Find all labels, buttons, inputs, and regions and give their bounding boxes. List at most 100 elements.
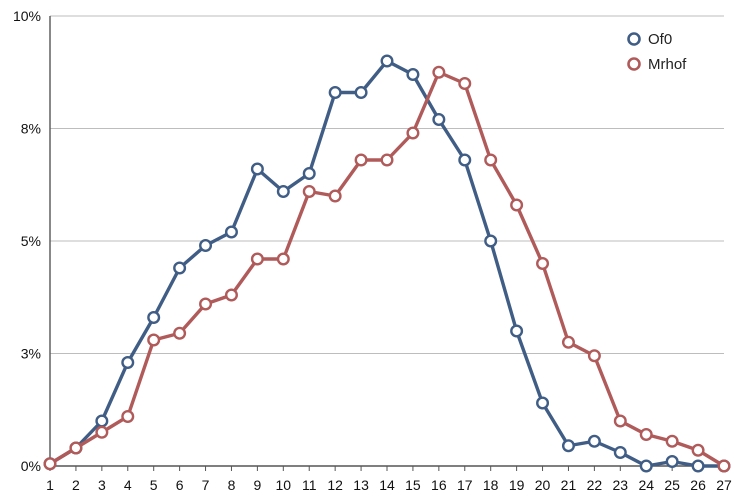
series-line-mrhof: [48, 70, 726, 468]
legend-item-mrhof: Mrhof: [627, 56, 687, 73]
data-point-of0: [484, 234, 498, 248]
data-point-mrhof: [354, 153, 368, 167]
y-tick-label: 10%: [13, 8, 41, 24]
y-tick-label: 0%: [21, 458, 41, 474]
data-point-mrhof: [587, 349, 601, 363]
legend-label-of0: Of0: [648, 31, 672, 48]
data-point-mrhof: [95, 425, 109, 439]
data-point-of0: [302, 166, 316, 180]
series-of0: [43, 54, 731, 473]
data-point-of0: [691, 459, 705, 473]
data-point-of0: [587, 434, 601, 448]
x-tick-label: 26: [690, 477, 706, 493]
x-axis-tick-labels: 1 2 3 4 5 6 7 8 9 10 11 12 13 14 15 16 17 18 19 20 21 22 23 24 2…: [46, 477, 732, 493]
y-tick-label: 8%: [21, 121, 41, 137]
legend: Of0 Mrhof: [627, 31, 687, 73]
legend-label-mrhof: Mrhof: [648, 56, 687, 73]
data-point-of0: [250, 162, 264, 176]
y-axis-tick-labels: 0% 3% 5% 8% 10%: [13, 8, 41, 474]
data-point-mrhof: [147, 333, 161, 347]
data-point-mrhof: [717, 459, 731, 473]
data-point-mrhof: [380, 153, 394, 167]
data-point-mrhof: [276, 252, 290, 266]
y-tick-label: 3%: [21, 346, 41, 362]
data-point-of0: [510, 324, 524, 338]
data-point-of0: [147, 311, 161, 325]
data-point-of0: [561, 439, 575, 453]
data-point-mrhof: [639, 428, 653, 442]
series-line-of0: [48, 59, 726, 468]
x-tick-label: 7: [202, 477, 210, 493]
data-point-of0: [121, 356, 135, 370]
data-point-mrhof: [328, 189, 342, 203]
data-point-mrhof: [224, 288, 238, 302]
x-tick-label: 17: [457, 477, 473, 493]
x-tick-label: 8: [228, 477, 236, 493]
data-point-of0: [380, 54, 394, 68]
data-point-mrhof: [561, 335, 575, 349]
data-point-of0: [458, 153, 472, 167]
x-tick-label: 13: [353, 477, 369, 493]
data-point-mrhof: [43, 457, 57, 471]
data-point-of0: [328, 85, 342, 99]
data-point-mrhof: [250, 252, 264, 266]
data-point-mrhof: [69, 441, 83, 455]
data-point-mrhof: [613, 414, 627, 428]
gridlines: [50, 15, 724, 354]
data-point-of0: [276, 184, 290, 198]
data-point-of0: [406, 67, 420, 81]
data-point-mrhof: [199, 297, 213, 311]
data-point-mrhof: [536, 257, 550, 271]
data-point-mrhof: [691, 443, 705, 457]
data-point-mrhof: [406, 126, 420, 140]
x-tick-label: 24: [638, 477, 654, 493]
data-point-of0: [536, 396, 550, 410]
legend-marker-mrhof: [627, 57, 641, 71]
data-series: [43, 54, 731, 473]
x-tick-label: 19: [509, 477, 525, 493]
x-tick-label: 6: [176, 477, 184, 493]
data-point-of0: [432, 112, 446, 126]
x-tick-label: 12: [327, 477, 343, 493]
x-tick-label: 18: [483, 477, 499, 493]
data-point-mrhof: [432, 65, 446, 79]
x-tick-label: 23: [613, 477, 629, 493]
data-point-of0: [173, 261, 187, 275]
data-point-mrhof: [484, 153, 498, 167]
x-tick-label: 3: [98, 477, 106, 493]
legend-marker-of0: [627, 32, 641, 46]
data-point-of0: [665, 455, 679, 469]
x-tick-label: 4: [124, 477, 132, 493]
data-point-mrhof: [302, 184, 316, 198]
data-point-mrhof: [665, 434, 679, 448]
x-tick-label: 10: [276, 477, 292, 493]
data-point-mrhof: [510, 198, 524, 212]
data-point-of0: [639, 459, 653, 473]
data-point-mrhof: [173, 326, 187, 340]
x-tick-label: 1: [46, 477, 54, 493]
x-tick-label: 11: [302, 477, 317, 493]
x-tick-label: 21: [561, 477, 577, 493]
data-point-of0: [199, 238, 213, 252]
x-tick-label: 5: [150, 477, 158, 493]
data-point-of0: [613, 446, 627, 460]
y-tick-label: 5%: [21, 233, 41, 249]
x-tick-label: 14: [379, 477, 395, 493]
axes: [49, 16, 725, 471]
data-point-mrhof: [121, 410, 135, 424]
x-tick-label: 22: [587, 477, 603, 493]
series-mrhof: [43, 65, 731, 473]
data-point-mrhof: [458, 76, 472, 90]
x-tick-label: 15: [405, 477, 421, 493]
x-tick-label: 9: [253, 477, 261, 493]
data-point-of0: [354, 85, 368, 99]
data-point-of0: [224, 225, 238, 239]
x-tick-label: 25: [664, 477, 680, 493]
x-tick-label: 20: [535, 477, 551, 493]
x-tick-label: 2: [72, 477, 80, 493]
data-point-of0: [95, 414, 109, 428]
x-tick-label: 27: [716, 477, 732, 493]
legend-item-of0: Of0: [627, 31, 672, 48]
x-tick-label: 16: [431, 477, 447, 493]
